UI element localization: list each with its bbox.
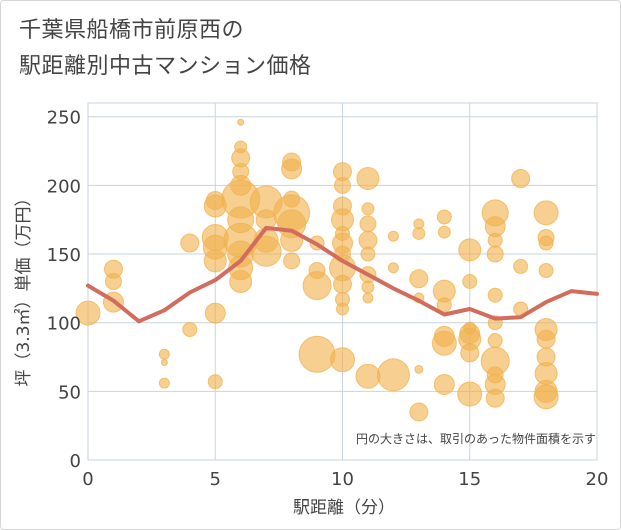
bubble-point (250, 235, 282, 267)
bubble-point (204, 302, 226, 324)
bubble-point (387, 262, 399, 274)
bubble-point (158, 348, 170, 360)
bubble-point (538, 235, 554, 251)
bubble-point (160, 359, 168, 367)
bubble-point (180, 233, 200, 253)
bubble-point (356, 167, 380, 191)
bubble-point (104, 273, 122, 290)
bubble-point (513, 258, 529, 274)
bubble-point (409, 402, 429, 422)
average-price-line (86, 225, 599, 324)
chart-title-line-1: 千葉県船橋市前原西の (19, 18, 245, 43)
y-axis-label: 坪（3.3㎡）単価（万円） (14, 189, 34, 386)
bubble-point (412, 226, 426, 240)
bubble-point (229, 270, 253, 293)
y-tick-label: 100 (47, 314, 81, 335)
bubble-point (207, 374, 223, 390)
chart-title-line-2: 駅距離別中古マンション価格 (19, 54, 312, 79)
bubble-point (330, 347, 355, 373)
bubble-point (486, 245, 504, 263)
axes: 0 50 100 150 200 250 0 5 10 15 20 (47, 108, 609, 490)
trend-line-series (86, 225, 599, 324)
bubble-point (333, 274, 352, 294)
bubble-point (237, 118, 245, 126)
bubble-point (533, 200, 559, 226)
bubble-point (433, 373, 455, 395)
bubble-point (458, 238, 482, 262)
bubble-point (283, 252, 301, 270)
bubble-point (462, 274, 478, 289)
bubble-point (536, 329, 556, 349)
bubble-point (298, 335, 336, 373)
x-tick-label: 15 (458, 469, 481, 490)
bubble-point (359, 215, 377, 233)
y-tick-label: 50 (58, 382, 81, 403)
bubble-size-note: 円の大きさは、取引のあった物件面積を示す (356, 431, 596, 446)
bubble-point (387, 230, 399, 242)
bubble-point (431, 330, 457, 356)
chart-title: 千葉県船橋市前原西の 駅距離別中古マンション価格 (19, 13, 312, 85)
bubble-point (487, 333, 503, 349)
bubble-point (376, 358, 410, 392)
bubble-point (336, 302, 349, 316)
bubble-point (355, 363, 381, 389)
bubble-point (436, 297, 452, 313)
bubble-point (511, 169, 531, 189)
bubble-point (334, 176, 351, 194)
bubble-series (75, 118, 559, 422)
bubble-point (361, 202, 375, 216)
bubble-point (436, 209, 452, 225)
x-tick-label: 20 (586, 469, 609, 490)
bubble-point (538, 263, 554, 279)
x-tick-label: 5 (210, 469, 221, 490)
bubble-point (75, 300, 101, 326)
bubble-point (302, 271, 332, 301)
bubble-point (362, 292, 374, 304)
bubble-point (533, 384, 559, 410)
bubble-point (361, 280, 375, 294)
bubble-point (360, 246, 376, 262)
bubble-point (409, 269, 429, 289)
bubble-point (487, 232, 503, 248)
bubble-point (281, 158, 303, 180)
y-tick-label: 200 (47, 176, 81, 197)
bubble-point (437, 225, 451, 239)
x-tick-label: 10 (331, 469, 354, 490)
bubble-point (182, 322, 198, 338)
bubble-point (485, 388, 505, 408)
bubble-point (460, 343, 480, 363)
bubble-point (414, 364, 424, 374)
y-tick-label: 150 (47, 245, 81, 266)
bubble-point (457, 381, 483, 407)
bubble-point (487, 287, 503, 303)
x-tick-label: 0 (82, 469, 93, 490)
bubble-point (203, 249, 227, 273)
y-tick-label: 250 (47, 108, 81, 129)
bubble-point (158, 377, 170, 389)
plot-area-border (87, 102, 598, 461)
y-tick-label: 0 (70, 451, 81, 472)
x-axis-label: 駅距離（分） (293, 498, 395, 518)
